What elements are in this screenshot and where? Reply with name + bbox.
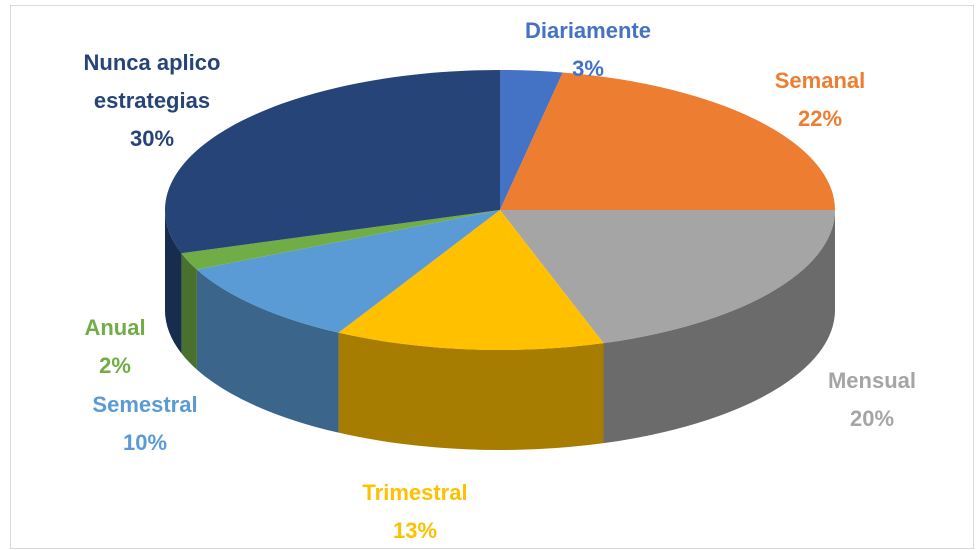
label-category: Trimestral [362,480,468,505]
slice-side [338,332,604,451]
label-value: 3% [572,56,604,81]
label-category: Semanal [774,68,866,93]
slice-side [196,269,339,433]
slice [181,210,500,270]
label-category: Mensual [827,368,917,393]
slice [500,72,835,210]
slice-side-shade [181,253,197,370]
label-value: 30% [129,126,175,151]
data-label: Trimestral 13% [362,474,467,550]
label-value: 13% [392,518,438,543]
slice-side-shade [165,210,182,354]
label-value: 22% [797,106,843,131]
data-label: Nunca aplico estrategias 30% [57,44,247,158]
slice-side [181,253,197,370]
slice [500,70,563,210]
label-category: Anual [84,315,146,340]
label-category: Semestral [92,392,198,417]
label-category: Nunca aplico estrategias [83,50,221,113]
data-label: Semestral 10% [92,386,197,462]
slice-side-shade [196,269,339,433]
chart-frame [10,5,974,549]
slice [500,210,836,344]
label-value: 2% [99,353,131,378]
slice-side [165,210,182,354]
slice-side-shade [338,332,604,451]
data-label: Semanal 22% [775,62,866,138]
slice [338,210,604,351]
data-label: Mensual 20% [828,362,916,438]
label-category: Diariamente [525,18,651,43]
slice [165,70,500,254]
label-value: 10% [122,430,168,455]
slice-side [603,210,836,444]
slice [196,210,500,333]
data-label: Diariamente 3% [525,12,651,88]
data-label: Anual 2% [84,309,145,385]
label-value: 20% [849,406,895,431]
slice-side-shade [603,210,836,444]
